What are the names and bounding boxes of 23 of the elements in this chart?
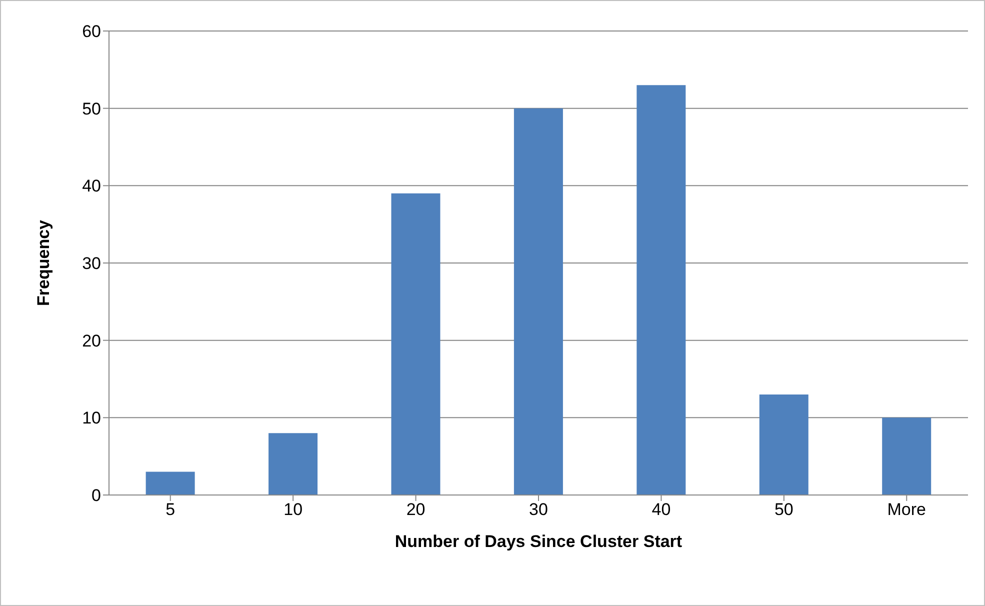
bar [146,472,195,495]
x-tick-label: 20 [406,500,426,520]
bar [391,193,440,495]
x-tick-label: 40 [652,500,671,520]
y-tick-label: 50 [82,99,101,118]
y-tick-label: 0 [92,486,101,506]
y-tick-label: 60 [82,22,101,42]
x-axis-title: Number of Days Since Cluster Start [394,532,682,551]
x-tick-label: 5 [166,500,176,520]
x-tick-label: More [887,500,926,520]
bar [636,85,686,495]
y-tick-label: 40 [82,176,101,196]
x-tick-label: 10 [284,500,303,520]
y-axis-title: Frequency [34,219,54,306]
bar [268,433,318,495]
y-tick-label: 10 [82,408,101,428]
bar [759,394,808,495]
y-tick-label: 30 [82,254,101,274]
bar [514,108,563,495]
x-tick-label: 30 [529,500,548,520]
bar [882,418,932,495]
x-tick-label: 50 [774,500,794,520]
y-tick-label: 20 [82,331,101,350]
